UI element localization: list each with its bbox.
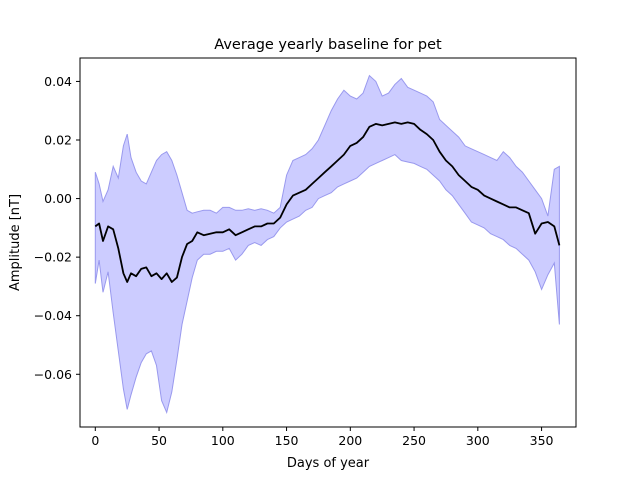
y-tick-label: 0.04 xyxy=(44,74,72,89)
x-tick-label: 200 xyxy=(338,433,362,448)
y-axis: −0.06 −0.04 −0.02 0.00 0.02 0.04 xyxy=(34,74,80,382)
x-axis-label: Days of year xyxy=(287,456,370,471)
x-tick-label: 250 xyxy=(402,433,426,448)
x-tick-label: 300 xyxy=(466,433,490,448)
y-tick-label: −0.02 xyxy=(34,250,72,265)
y-tick-label: 0.02 xyxy=(44,133,72,148)
chart-title: Average yearly baseline for pet xyxy=(214,37,442,53)
y-axis-label: Amplitude [nT] xyxy=(8,194,23,291)
plot-frame xyxy=(79,57,577,428)
y-tick-label: 0.00 xyxy=(44,191,72,206)
mean-line xyxy=(94,121,561,283)
x-tick-label: 100 xyxy=(211,433,235,448)
confidence-band xyxy=(94,74,560,414)
x-tick-label: 0 xyxy=(91,433,99,448)
y-tick-label: −0.06 xyxy=(34,367,72,382)
x-axis: 0 50 100 150 200 250 300 350 xyxy=(91,427,554,448)
y-tick-label: −0.04 xyxy=(34,308,72,323)
plot-layer xyxy=(94,74,561,414)
x-tick-label: 150 xyxy=(275,433,299,448)
x-tick-label: 50 xyxy=(151,433,167,448)
x-tick-label: 350 xyxy=(530,433,554,448)
